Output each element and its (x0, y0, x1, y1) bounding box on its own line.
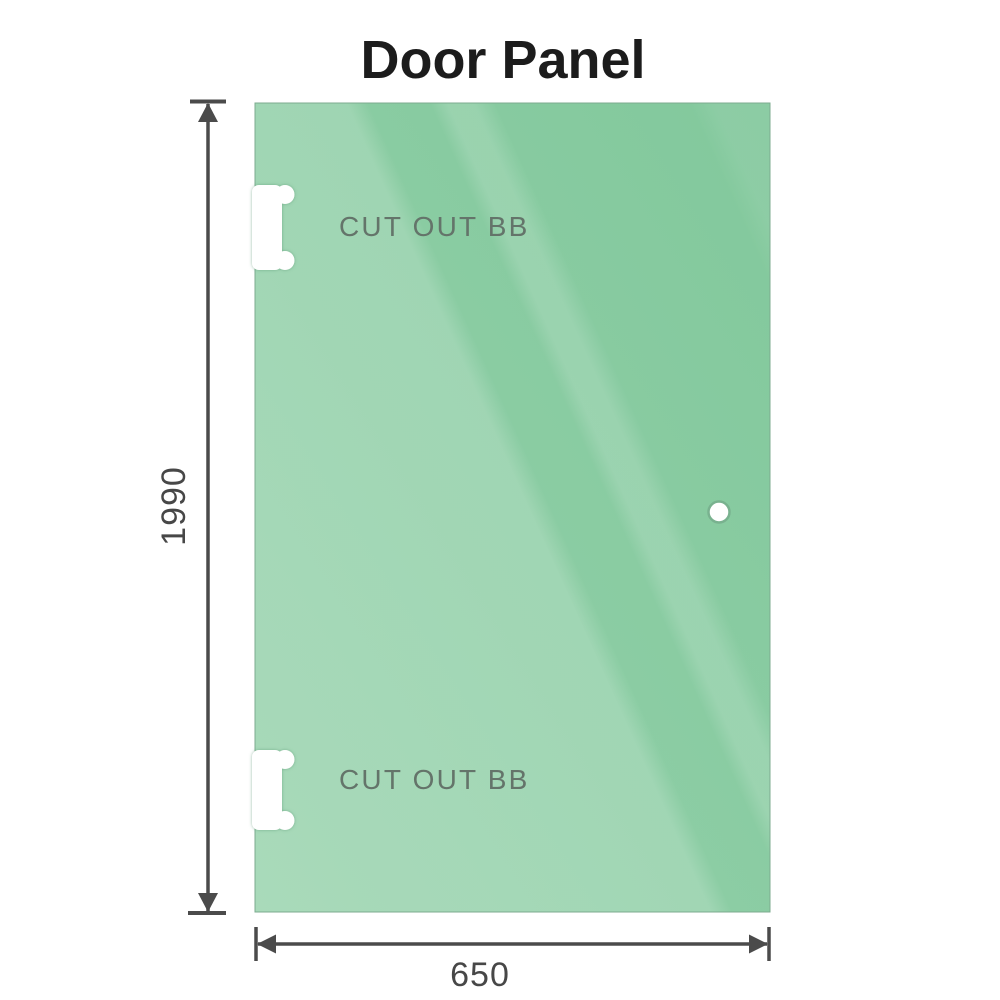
hinge-cutout-bottom-lobe-lower (275, 811, 295, 830)
arrow-up-icon (198, 103, 218, 122)
width-dimension (254, 927, 771, 961)
height-dimension-label: 1990 (155, 466, 193, 546)
handle-hole (707, 500, 731, 524)
hinge-cutout-top-lobe-lower (275, 251, 295, 270)
hinge-cutout-top (252, 185, 295, 270)
arrow-right-icon (749, 934, 768, 954)
arrow-down-icon (198, 893, 218, 912)
hinge-cutout-bottom (252, 750, 295, 830)
hinge-cutout-bottom-slot (252, 750, 282, 830)
arrow-left-icon (257, 934, 276, 954)
page-title: Door Panel (360, 30, 645, 90)
hinge-cutout-top-slot (252, 185, 282, 270)
width-dimension-label: 650 (450, 956, 510, 994)
glass-panel (254, 102, 771, 913)
cutout-label-top: CUT OUT BB (339, 211, 530, 242)
hinge-cutout-bottom-lobe-upper (275, 750, 295, 769)
cutout-label-bottom: CUT OUT BB (339, 764, 530, 795)
hinge-cutout-top-lobe-upper (275, 185, 295, 204)
height-dimension (188, 99, 226, 915)
glass-sheen-overlay (255, 103, 770, 912)
